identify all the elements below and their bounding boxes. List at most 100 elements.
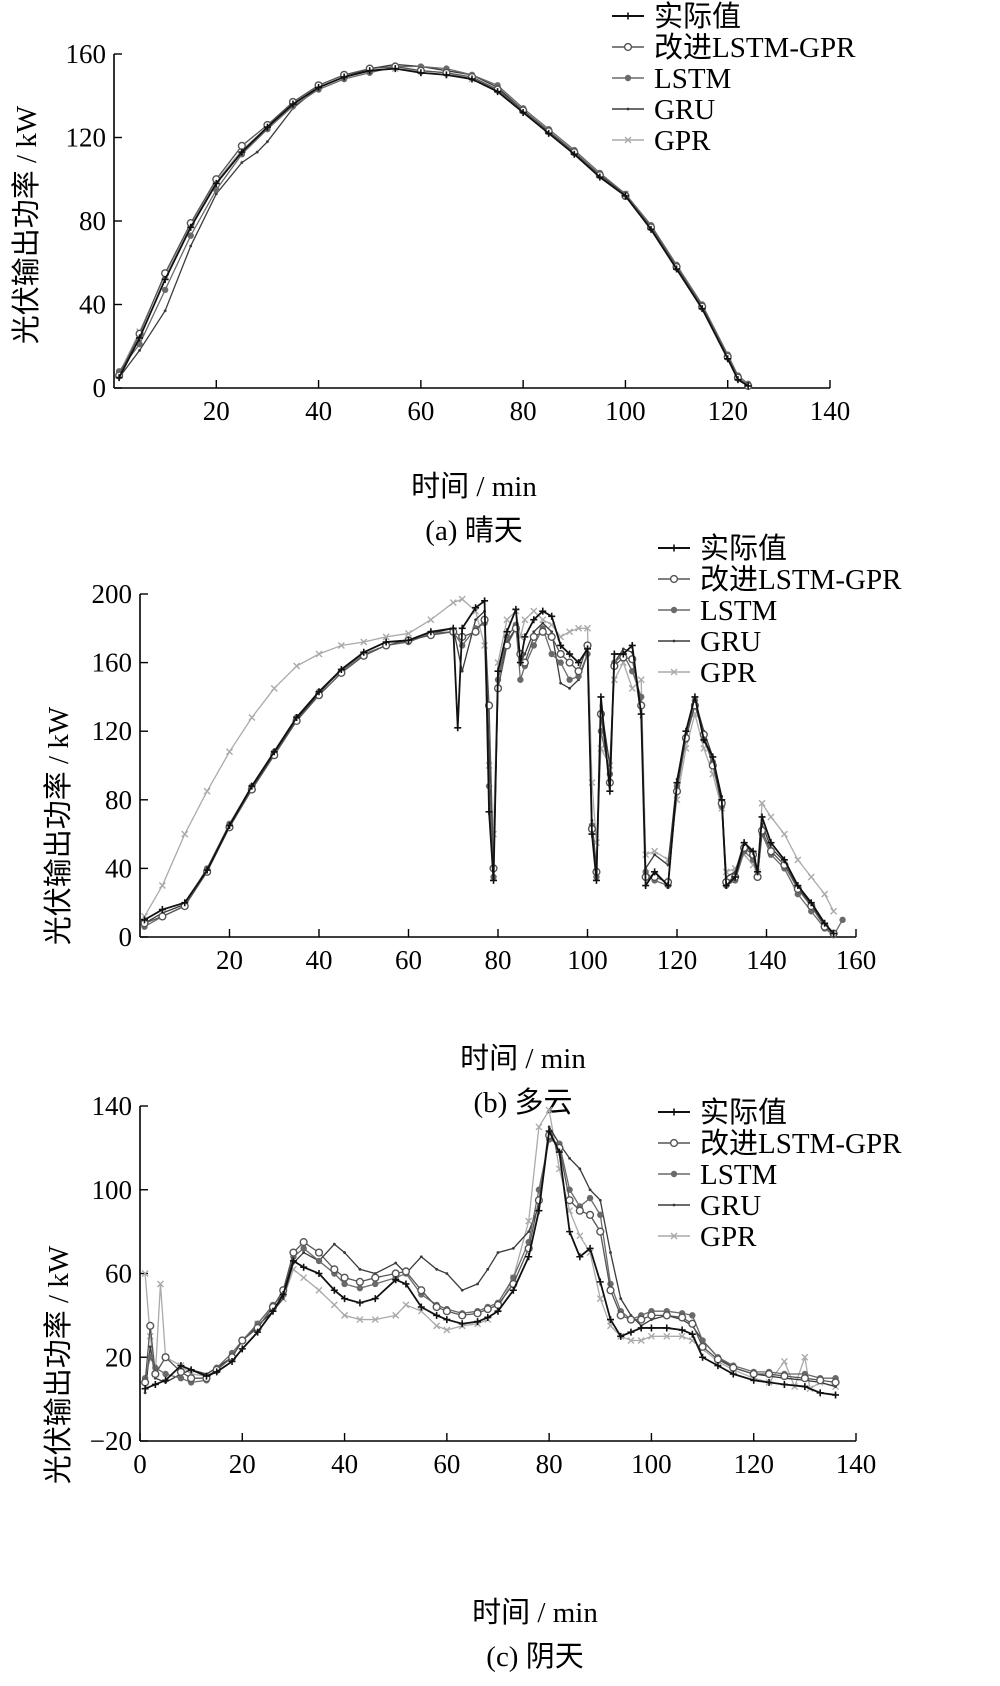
- chart-c-series-3-point: [568, 1156, 571, 1160]
- chart-c-series-2-point: [147, 1354, 154, 1361]
- chart-c-series-0-point: [576, 1253, 584, 1261]
- chart-b-legend-label: GPR: [700, 657, 757, 689]
- chart-a-x-tick-label: 60: [407, 396, 434, 426]
- chart-b-series-0-point: [740, 839, 748, 847]
- chart-b-series-0-point: [588, 830, 596, 838]
- chart-b-series-0-point: [780, 856, 788, 864]
- chart-c-series-1-point: [616, 1311, 625, 1320]
- chart-c-series-0-point: [279, 1290, 287, 1298]
- chart-c-series-1: [141, 1131, 840, 1387]
- chart-c-series-4-point: [300, 1274, 308, 1282]
- chart-c-series-1-point: [442, 1307, 451, 1316]
- chart-a-series-0-point: [596, 173, 604, 181]
- chart-c-series-0-point: [637, 1324, 645, 1332]
- chart-b-series-0-point: [575, 659, 583, 667]
- chart-c-series-4-point: [678, 1332, 686, 1340]
- chart-c-legend-marker: [670, 1170, 678, 1178]
- chart-b-series-4-point: [575, 624, 583, 632]
- chart-a-series-3-point: [163, 309, 167, 313]
- chart-c-series-0-point: [607, 1316, 615, 1324]
- chart-c-x-tick-label: 80: [536, 1449, 563, 1479]
- chart-b-series-0: [140, 597, 838, 938]
- chart-b-series-0-point: [628, 641, 636, 649]
- chart-c-series-3-point: [419, 1255, 423, 1259]
- chart-c-series-1-point: [688, 1319, 697, 1328]
- chart-b-series-3-point: [532, 630, 536, 634]
- chart-c-series-0-point: [663, 1324, 671, 1332]
- chart-c-series-4-point: [596, 1295, 604, 1303]
- chart-c-series-1-point: [141, 1378, 150, 1387]
- chart-c-series-0-point: [729, 1370, 737, 1378]
- chart-c-series-0-point: [509, 1286, 517, 1294]
- chart-c-series-3-point: [496, 1251, 500, 1254]
- chart-c-y-tick-label: 140: [92, 1091, 133, 1121]
- chart-a-legend-label: 实际值: [654, 0, 741, 33]
- chart-b-series-0-point: [485, 808, 493, 816]
- chart-b-series-0-point: [315, 688, 323, 696]
- chart-c-series-0-point: [545, 1127, 553, 1135]
- chart-b-series-3-point: [559, 681, 563, 685]
- chart-b-series-0-point: [458, 624, 466, 632]
- chart-b-legend-marker: [670, 606, 678, 614]
- chart-b-series-4-point: [767, 813, 775, 821]
- chart-b-series-0-point: [427, 628, 435, 636]
- chart-a-legend-item: GPR: [612, 125, 711, 157]
- chart-c-legend-item: 改进LSTM-GPR: [658, 1127, 902, 1160]
- chart-b-series-2-point: [517, 676, 524, 683]
- chart-c-series-4-point: [535, 1123, 543, 1131]
- chart-c-series-0-point: [213, 1368, 221, 1376]
- chart-a-x-tick-label: 120: [707, 396, 748, 426]
- chart-b-x-tick-label: 160: [836, 945, 877, 975]
- chart-c-legend-item: LSTM: [658, 1159, 777, 1191]
- chart-c-series-2-point: [152, 1364, 159, 1371]
- chart-b-series-0-point: [664, 882, 672, 890]
- chart-a-x-tick-label: 140: [810, 396, 851, 426]
- chart-c-series-0-point: [750, 1376, 758, 1384]
- chart-b-series-0-point: [682, 727, 690, 735]
- chart-a-xlabel: 时间 / min: [411, 470, 537, 503]
- chart-c-series-0-point: [392, 1276, 400, 1284]
- chart-c-legend-marker: [669, 1138, 679, 1148]
- chart-b-series-0-point: [405, 636, 412, 644]
- chart-b-series-0-point: [530, 616, 538, 624]
- chart-a-series-3-point: [214, 192, 218, 196]
- chart-b-y-tick-label: 120: [92, 716, 133, 746]
- chart-c-series-2-point: [300, 1245, 307, 1252]
- chart-a-series-0-point: [212, 179, 220, 187]
- chart-a-legend-marker: [624, 136, 632, 144]
- chart-c-series-0-point: [162, 1376, 170, 1384]
- chart-b-series-3-point: [460, 669, 464, 673]
- chart-c-series-0-point: [688, 1330, 696, 1338]
- chart-b-legend-item: GRU: [658, 626, 761, 658]
- chart-c-series-4-point: [663, 1332, 671, 1340]
- chart-b-series-4-point: [270, 684, 278, 692]
- chart-b-series-1-point: [574, 667, 583, 676]
- chart-a-series-2-point: [187, 232, 194, 239]
- chart-b-series-0-point: [619, 650, 627, 658]
- chart-c-legend-marker: [672, 1203, 676, 1207]
- chart-b-series-0-point: [140, 916, 148, 924]
- chart-b-series-0-point: [597, 693, 605, 701]
- chart-c-series-4-point: [402, 1301, 410, 1309]
- chart-b-series-0-point: [830, 930, 838, 938]
- chart-b-series-1-point: [766, 847, 776, 856]
- chart-b-series-0-point: [731, 873, 739, 881]
- chart-b-x-tick-label: 40: [306, 945, 333, 975]
- chart-c-series-1-point: [432, 1302, 441, 1312]
- chart-c-series-1-point: [637, 1315, 646, 1324]
- chart-c-series-4-point: [156, 1280, 164, 1288]
- chart-c-series-0-point: [269, 1307, 277, 1315]
- chart-c-series-0-point: [699, 1353, 707, 1361]
- chart-a-series-0-point: [136, 334, 144, 342]
- chart-c-series-1-point: [749, 1369, 758, 1379]
- chart-b-series-0-point: [539, 607, 547, 615]
- chart-c-series-4-point: [341, 1311, 349, 1319]
- chart-b-y-tick-label: 200: [92, 579, 133, 609]
- chart-c-series-1-point: [417, 1286, 426, 1295]
- chart-c-legend-label: 实际值: [700, 1096, 787, 1129]
- chart-c-series-0-point: [780, 1380, 788, 1388]
- chart-b-series-4-point: [521, 616, 529, 624]
- chart-b-series-4-point: [226, 748, 233, 756]
- chart-b-series-4-point: [427, 616, 435, 624]
